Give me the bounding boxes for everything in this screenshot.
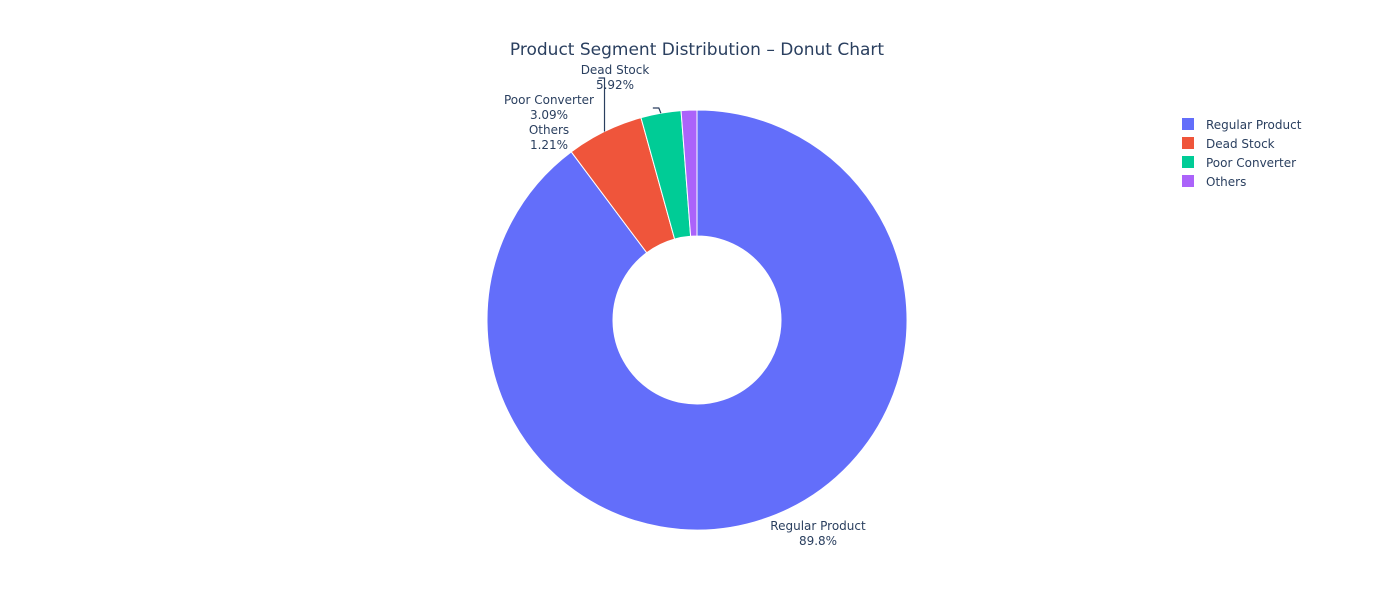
slice-regular-product[interactable] bbox=[486, 109, 908, 531]
legend-item-regular-product[interactable]: Regular Product bbox=[1182, 118, 1302, 132]
slice-percent-poor-converter: 3.09% bbox=[530, 108, 568, 122]
legend-swatch-regular-product bbox=[1182, 118, 1194, 130]
slice-percent-others: 1.21% bbox=[530, 138, 568, 152]
slice-label-regular-product: Regular Product bbox=[770, 519, 866, 533]
legend-item-others[interactable]: Others bbox=[1182, 175, 1246, 189]
legend-swatch-others bbox=[1182, 175, 1194, 187]
slice-others[interactable] bbox=[680, 109, 698, 237]
slice-label-others: Others bbox=[529, 123, 569, 137]
legend-item-dead-stock[interactable]: Dead Stock bbox=[1182, 137, 1275, 151]
legend-label-poor-converter: Poor Converter bbox=[1206, 156, 1296, 170]
legend: Regular Product Dead Stock Poor Converter O… bbox=[1182, 118, 1302, 189]
slice-label-poor-converter: Poor Converter bbox=[504, 93, 594, 107]
slice-percent-dead-stock: 5.92% bbox=[596, 78, 634, 92]
slice-label-dead-stock: Dead Stock bbox=[581, 63, 650, 77]
legend-label-regular-product: Regular Product bbox=[1206, 118, 1302, 132]
legend-label-others: Others bbox=[1206, 175, 1246, 189]
legend-swatch-poor-converter bbox=[1182, 156, 1194, 168]
leader-line-dead-stock bbox=[598, 77, 606, 132]
legend-label-dead-stock: Dead Stock bbox=[1206, 137, 1275, 151]
legend-item-poor-converter[interactable]: Poor Converter bbox=[1182, 156, 1296, 170]
leader-line-poor-converter bbox=[652, 107, 662, 114]
chart-title: Product Segment Distribution – Donut Cha… bbox=[510, 40, 885, 60]
legend-swatch-dead-stock bbox=[1182, 137, 1194, 149]
slice-percent-regular-product: 89.8% bbox=[799, 534, 837, 548]
donut-slices bbox=[486, 109, 908, 531]
